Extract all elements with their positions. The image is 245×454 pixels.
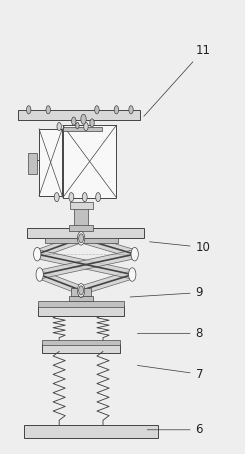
Text: 8: 8 (137, 327, 203, 340)
Bar (38, 301, 124, 306)
Circle shape (96, 192, 101, 202)
Bar (24, 425, 158, 439)
Circle shape (84, 123, 88, 131)
Polygon shape (81, 270, 133, 295)
Bar (63, 125, 116, 197)
Circle shape (26, 106, 31, 114)
Bar (70, 202, 93, 209)
Bar (28, 153, 37, 174)
Circle shape (69, 192, 74, 202)
Polygon shape (39, 250, 135, 279)
Circle shape (81, 114, 86, 124)
Bar (42, 340, 120, 345)
Bar (18, 110, 140, 120)
Circle shape (77, 284, 85, 297)
Polygon shape (37, 250, 133, 279)
Bar (69, 225, 93, 231)
Text: 10: 10 (150, 241, 210, 254)
Polygon shape (39, 270, 82, 295)
Circle shape (82, 192, 87, 202)
Bar (38, 306, 124, 316)
Circle shape (54, 192, 59, 202)
Bar (74, 205, 88, 227)
Text: 7: 7 (137, 365, 203, 380)
Polygon shape (37, 234, 82, 259)
Text: 11: 11 (144, 44, 211, 116)
Circle shape (34, 247, 41, 261)
Bar (71, 288, 91, 296)
Circle shape (72, 117, 76, 125)
Circle shape (131, 247, 138, 261)
Bar (69, 296, 93, 301)
Circle shape (95, 106, 99, 114)
Circle shape (77, 232, 85, 245)
Circle shape (79, 234, 84, 243)
Text: 9: 9 (130, 286, 203, 299)
Bar (45, 238, 118, 243)
Bar (39, 129, 62, 196)
Circle shape (76, 123, 79, 129)
Circle shape (90, 119, 94, 127)
Bar (27, 228, 144, 238)
Bar (63, 127, 102, 132)
Circle shape (129, 268, 136, 281)
Bar (42, 344, 120, 353)
Circle shape (129, 106, 133, 114)
Circle shape (36, 268, 43, 281)
Circle shape (78, 287, 84, 298)
Polygon shape (81, 234, 135, 259)
Text: 6: 6 (147, 423, 203, 436)
Circle shape (114, 106, 119, 114)
Circle shape (46, 106, 50, 114)
Circle shape (57, 123, 61, 131)
Circle shape (79, 286, 84, 295)
